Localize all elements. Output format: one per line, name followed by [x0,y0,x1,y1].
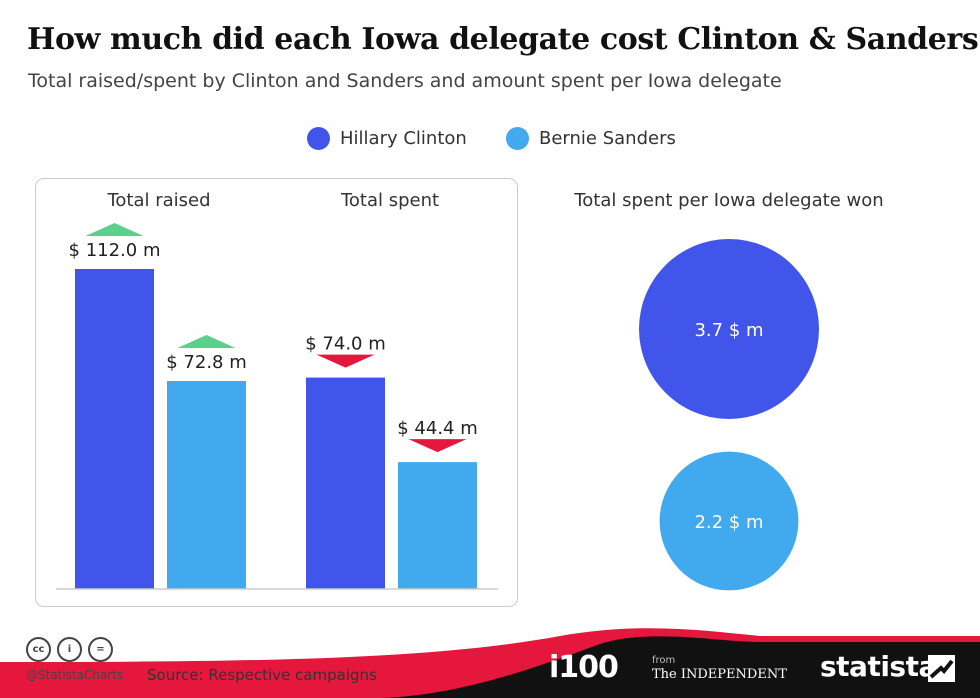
legend-item-sanders: Bernie Sanders [506,127,676,150]
legend-swatch-sanders [506,127,529,150]
bar [398,462,477,589]
group-label: Total spent [340,190,439,211]
source-text: Source: Respective campaigns [147,666,377,684]
bar [75,269,154,589]
legend-label-sanders: Bernie Sanders [539,128,676,149]
bar-value-label: $ 72.8 m [166,352,247,373]
page-title: How much did each Iowa delegate cost Cli… [27,22,980,57]
increase-arrow-icon [85,223,144,236]
footer-bar [0,628,980,698]
legend-swatch-clinton [307,127,330,150]
legend-item-clinton: Hillary Clinton [307,127,467,150]
statista-handle: @StatistaCharts [26,668,124,682]
bar-value-label: $ 112.0 m [69,240,161,261]
legend: Hillary Clinton Bernie Sanders [0,127,980,155]
group-label: Total raised [106,190,210,211]
bubble-value-label: 3.7 $ m [694,320,763,341]
bubble-value-label: 2.2 $ m [694,512,763,533]
bar [306,377,385,589]
bubble-chart-title: Total spent per Iowa delegate won [573,190,883,211]
bar-value-label: $ 74.0 m [305,334,386,355]
cc-icon: cc [26,637,51,662]
brand-from-label: from [652,655,676,666]
decrease-arrow-icon [408,439,467,453]
page-subtitle: Total raised/spent by Clinton and Sander… [28,70,782,92]
independent-logo[interactable]: The INDEPENDENT [652,667,787,682]
bubble [639,239,819,419]
nd-icon: = [88,637,113,662]
bar [167,381,246,589]
license-icons: cc i = [26,637,113,662]
increase-arrow-icon [177,335,236,348]
legend-label-clinton: Hillary Clinton [340,128,467,149]
by-icon: i [57,637,82,662]
statista-logo[interactable]: statista [820,650,937,683]
i100-logo[interactable]: i100 [549,650,619,685]
bar-value-label: $ 44.4 m [397,418,478,439]
decrease-arrow-icon [316,354,375,368]
statista-mark-icon [928,655,955,682]
bubble [659,451,799,591]
